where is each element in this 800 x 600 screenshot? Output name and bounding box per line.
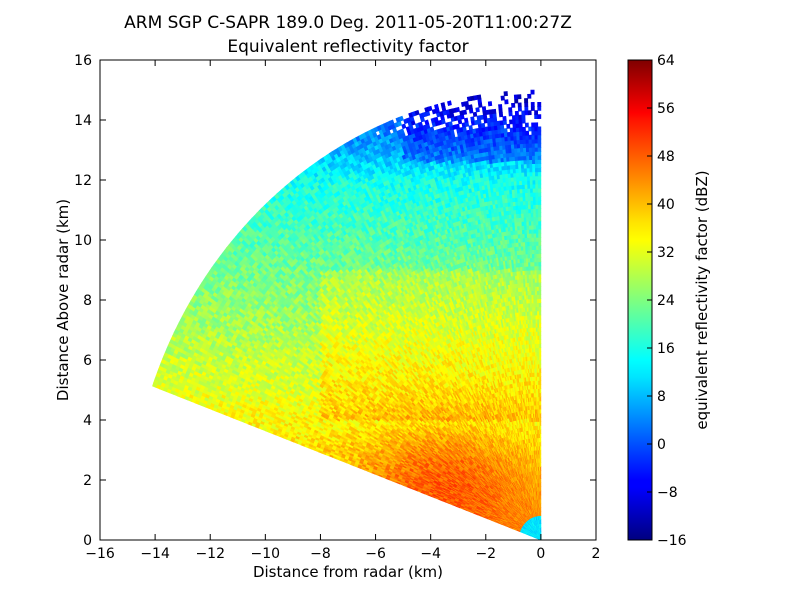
reflectivity-cell [540, 474, 542, 479]
reflectivity-cell [539, 441, 542, 447]
reflectivity-cell [539, 412, 542, 418]
chart-subtitle: Equivalent reflectivity factor [227, 37, 468, 57]
reflectivity-cell [539, 453, 542, 459]
reflectivity-cell [539, 416, 542, 422]
reflectivity-cell [540, 470, 542, 475]
reflectivity-cell [539, 408, 542, 414]
reflectivity-cell [540, 478, 542, 484]
chart-title: ARM SGP C-SAPR 189.0 Deg. 2011-05-20T11:… [124, 13, 572, 33]
reflectivity-cell [539, 461, 542, 467]
reflectivity-cell [539, 425, 542, 430]
reflectivity-cell [539, 421, 542, 426]
reflectivity-cell [539, 445, 542, 451]
reflectivity-cell [539, 437, 542, 443]
reflectivity-cell [539, 429, 542, 434]
reflectivity-cell [539, 457, 542, 463]
reflectivity-cell [539, 466, 542, 471]
reflectivity-cell [539, 449, 542, 455]
reflectivity-cell [539, 433, 542, 439]
reflectivity-sector [152, 89, 542, 540]
reflectivity-cell [539, 404, 542, 410]
